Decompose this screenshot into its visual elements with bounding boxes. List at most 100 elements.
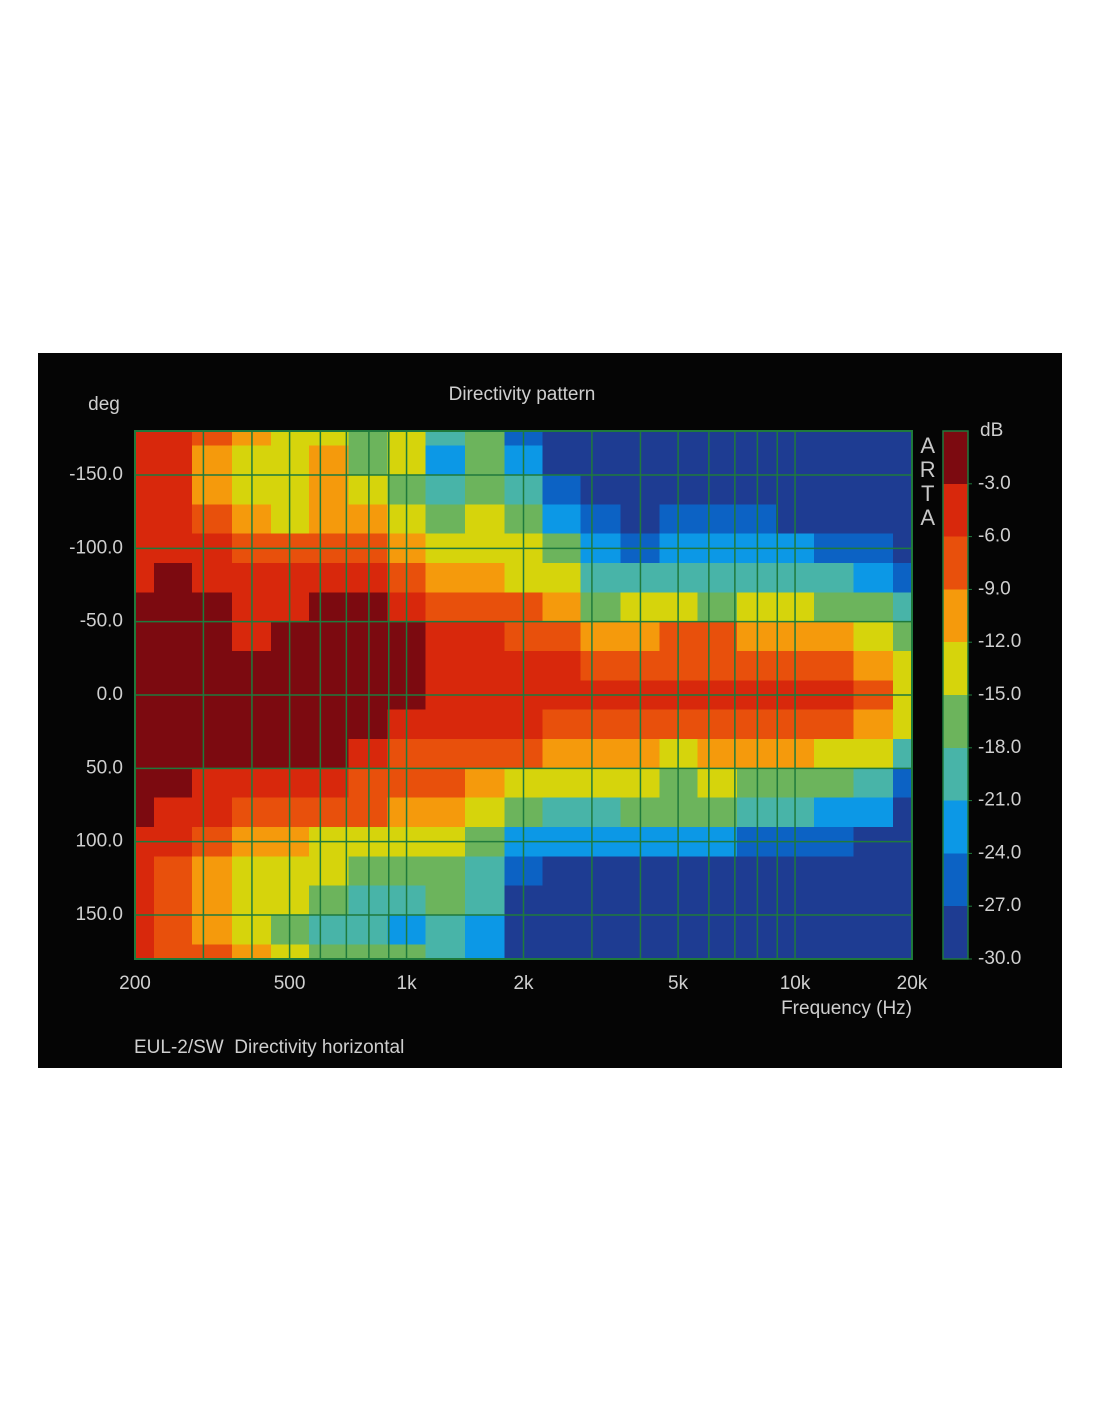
heat-cell [192,504,233,535]
heat-cell [465,431,506,447]
heat-cell [309,856,350,887]
y-tick-label: -150.0 [69,464,123,485]
colorbar-tick-label: -15.0 [978,684,1021,705]
heat-cell [580,709,621,740]
heat-cell [542,563,582,593]
heat-cell [192,797,233,828]
heat-cell [697,445,738,476]
colorbar-tick-label: -30.0 [978,948,1021,969]
heat-cell [813,431,855,447]
heat-cell [542,739,582,769]
heat-cell [135,592,155,623]
heat-cell [893,885,913,916]
heat-cell [580,885,621,916]
heat-cell [853,445,894,476]
heat-cell [893,768,913,799]
heat-cell [465,885,506,916]
colorbar-swatch [943,695,968,748]
heat-cell [135,651,155,681]
colorbar-swatch [943,536,968,590]
heat-cell [853,504,894,535]
heat-cell [465,445,506,476]
heat-cell [153,856,193,887]
heat-cell [813,475,855,505]
heat-cell [813,856,855,887]
heat-cell [425,592,466,623]
heat-cell [135,709,155,740]
heat-cell [425,797,466,828]
heat-cell [853,431,894,447]
y-tick-label: 100.0 [75,831,123,852]
heat-cell [580,944,621,960]
heat-cell [697,797,738,828]
x-tick-label: 200 [119,973,151,994]
heat-cell [853,621,894,652]
heat-cell [465,504,506,535]
heat-cell [542,592,582,623]
heat-cell [853,885,894,916]
heat-cell [465,915,506,945]
heat-cell [580,856,621,887]
heat-cell [135,563,155,593]
heat-cell [893,709,913,740]
heat-cell [542,856,582,887]
heat-cell [853,592,894,623]
heat-cell [697,944,738,960]
heat-cell [697,475,738,505]
heat-cell [580,621,621,652]
plot-frame [134,430,913,960]
heat-cell [580,915,621,945]
colorbar-swatch [943,642,968,695]
colorbar-tick-label: -18.0 [978,737,1021,758]
heat-cell [853,739,894,769]
heat-cell [425,563,466,593]
heat-cell [425,885,466,916]
heat-cell [465,709,506,740]
chart-title: Directivity pattern [449,384,596,405]
heat-cell [893,739,913,769]
heat-cell [893,504,913,535]
heat-cell [135,856,155,887]
heat-cell [893,651,913,681]
heat-cell [135,944,155,960]
heat-cell [153,563,193,593]
heat-cell [465,592,506,623]
heat-cell [542,504,582,535]
colorbar-tick-label: -3.0 [978,473,1011,494]
heat-cell [135,797,155,828]
heat-cell [309,445,350,476]
heat-cell [153,768,193,799]
colorbar-tick-label: -27.0 [978,895,1021,916]
colorbar [943,431,968,959]
heat-cell [192,563,233,593]
heat-cell [192,915,233,945]
heat-cell [580,445,621,476]
heat-cell [309,768,350,799]
heat-cell [542,651,582,681]
heat-cell [425,445,466,476]
heat-cell [542,475,582,505]
x-tick-label: 5k [668,973,689,994]
heat-cell [697,915,738,945]
heat-cell [153,621,193,652]
heat-cell [697,621,738,652]
x-tick-label: 1k [397,973,418,994]
heat-cell [853,856,894,887]
heat-cell [309,651,350,681]
heat-cell [309,431,350,447]
heat-cell [192,709,233,740]
heat-cell [192,856,233,887]
x-tick-label: 500 [274,973,306,994]
heat-cell [153,944,193,960]
heat-cell [135,739,155,769]
y-axis-label: deg [88,394,120,415]
heat-cell [697,709,738,740]
heat-cell [192,651,233,681]
heat-cell [542,885,582,916]
heat-cell [542,797,582,828]
heat-cell [542,944,582,960]
heat-cell [425,475,466,505]
heat-cell [192,445,233,476]
heat-cell [893,621,913,652]
heat-cell [542,445,582,476]
